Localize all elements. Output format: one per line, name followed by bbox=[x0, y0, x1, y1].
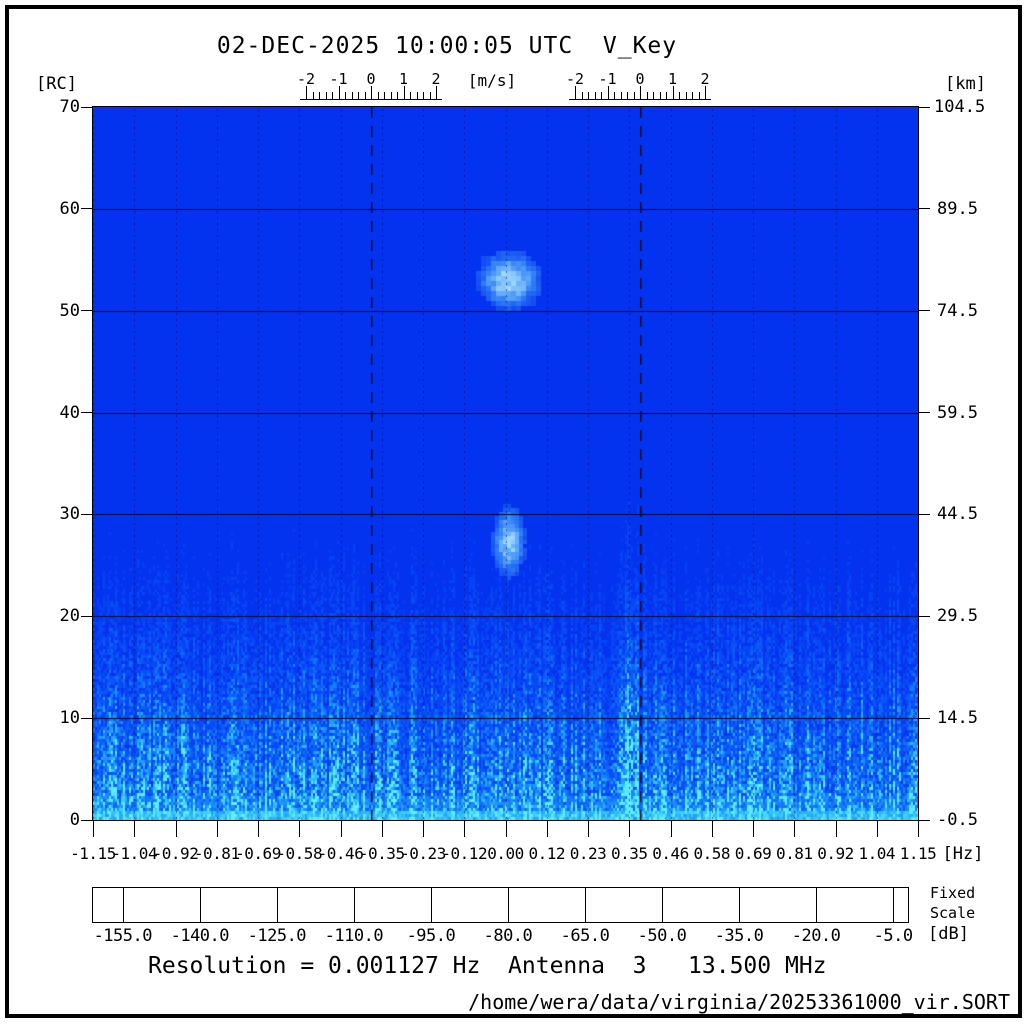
colorbar-scale-note: Fixed Scale bbox=[930, 883, 975, 923]
page-title: 02-DEC-2025 10:00:05 UTC V_Key bbox=[216, 33, 678, 59]
footer-info: Resolution = 0.001127 Hz Antenna 3 13.50… bbox=[148, 953, 827, 979]
right-axis-unit: [km] bbox=[945, 74, 986, 94]
top-axis-unit: [m/s] bbox=[467, 71, 517, 90]
footer-file-path: /home/wera/data/virginia/20253361000_vir… bbox=[468, 990, 1010, 1014]
colorbar-unit: [dB] bbox=[928, 924, 969, 944]
outer-frame bbox=[5, 5, 1022, 1018]
colorbar-scale-note-line2: Scale bbox=[930, 904, 976, 922]
colorbar-scale-note-line1: Fixed bbox=[930, 884, 976, 902]
spectrum-heatmap bbox=[93, 107, 918, 820]
bottom-axis-unit: [Hz] bbox=[942, 844, 984, 864]
left-axis-unit: [RC] bbox=[36, 74, 77, 94]
